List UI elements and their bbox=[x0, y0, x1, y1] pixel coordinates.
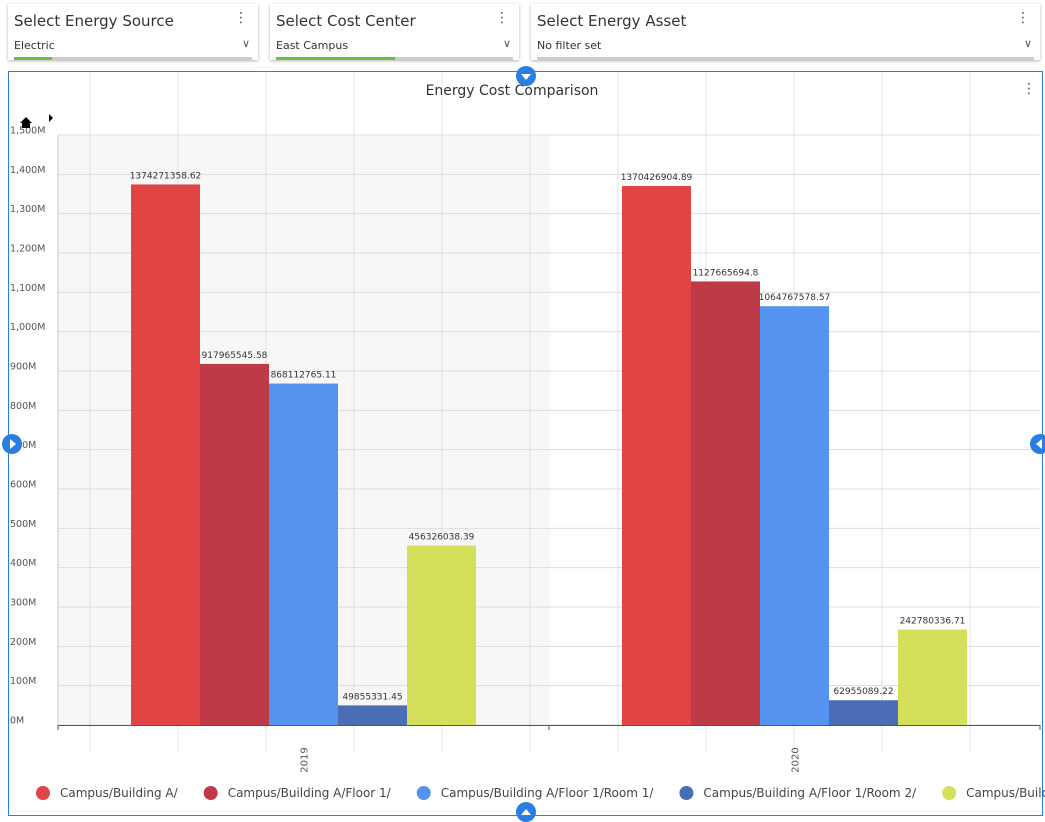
y-tick-label: 1,500M bbox=[10, 126, 45, 137]
legend-swatch bbox=[416, 786, 431, 800]
menu[interactable]: ⋮ bbox=[1016, 10, 1030, 26]
y-tick-label: 600M bbox=[10, 480, 36, 491]
y-tick-label: 1,200M bbox=[10, 244, 45, 255]
dropdown[interactable]: ∨ bbox=[241, 37, 250, 50]
bar bbox=[898, 629, 967, 725]
filter-title: Select Energy Asset bbox=[537, 12, 687, 30]
dropdown[interactable]: ∨ bbox=[502, 37, 511, 50]
bar bbox=[269, 383, 338, 725]
resize-handle[interactable] bbox=[516, 802, 536, 822]
data-label: 62955089.22 bbox=[833, 687, 893, 697]
filter-value: No filter set bbox=[537, 39, 602, 52]
resize-handle[interactable] bbox=[1030, 434, 1045, 454]
y-tick-label: 400M bbox=[10, 558, 36, 569]
legend-label: Campus/Building A/Floor 1/Room 2/ bbox=[703, 786, 917, 800]
data-label: 1370426904.89 bbox=[621, 173, 693, 183]
legend-swatch bbox=[36, 786, 50, 800]
y-tick-label: 1,100M bbox=[10, 283, 45, 294]
data-label: 49855331.45 bbox=[342, 692, 402, 702]
legend-label: Campus/Building A/Floor 3/ bbox=[966, 786, 1045, 800]
progress bbox=[276, 57, 513, 60]
data-label: 1127665694.8 bbox=[693, 268, 759, 278]
menu[interactable]: ⋮ bbox=[234, 10, 248, 26]
data-label: 1064767578.57 bbox=[759, 293, 831, 303]
data-label: 917965545.58 bbox=[202, 351, 268, 361]
filter-card[interactable]: Select Energy Source ⋮ Electric ∨ bbox=[8, 4, 258, 60]
progress bbox=[14, 57, 252, 60]
bar bbox=[760, 306, 829, 725]
progress bbox=[537, 57, 1034, 60]
bar bbox=[131, 184, 200, 726]
bar bbox=[407, 545, 476, 725]
bar bbox=[622, 185, 691, 725]
legend-label: Campus/Building A/Floor 1/ bbox=[228, 786, 392, 800]
bar bbox=[829, 700, 898, 725]
y-tick-label: 1,000M bbox=[10, 322, 45, 333]
home-icon[interactable] bbox=[20, 117, 32, 128]
filter-card[interactable]: Select Cost Center ⋮ East Campus ∨ bbox=[270, 4, 519, 60]
y-tick-label: 1,400M bbox=[10, 165, 45, 176]
bar bbox=[338, 705, 407, 725]
y-tick-label: 1,300M bbox=[10, 204, 45, 215]
chart-title: Energy Cost Comparison bbox=[426, 83, 599, 99]
filter-title: Select Cost Center bbox=[276, 12, 416, 30]
y-tick-label: 800M bbox=[10, 401, 36, 412]
y-tick-label: 300M bbox=[10, 598, 36, 609]
resize-handle[interactable] bbox=[516, 66, 536, 86]
menu[interactable]: ⋮ bbox=[1022, 81, 1036, 97]
y-tick-label: 0M bbox=[10, 716, 24, 727]
filter-value: East Campus bbox=[276, 39, 349, 52]
filter-title: Select Energy Source bbox=[14, 12, 174, 30]
y-tick-label: 100M bbox=[10, 676, 36, 687]
bar bbox=[200, 363, 269, 725]
legend-label: Campus/Building A/ bbox=[60, 786, 179, 800]
x-tick-label: 2020 bbox=[791, 747, 802, 772]
legend-swatch bbox=[942, 786, 957, 800]
legend-label: Campus/Building A/Floor 1/Room 1/ bbox=[441, 786, 655, 800]
filter-value: Electric bbox=[14, 39, 55, 52]
y-tick-label: 500M bbox=[10, 519, 36, 530]
legend-swatch bbox=[203, 786, 218, 800]
data-label: 1374271358.62 bbox=[130, 171, 202, 181]
legend-swatch bbox=[679, 786, 694, 800]
y-tick-label: 700M bbox=[10, 440, 36, 451]
y-tick-label: 200M bbox=[10, 637, 36, 648]
resize-handle[interactable] bbox=[2, 434, 22, 454]
data-label: 242780336.71 bbox=[900, 617, 966, 627]
breadcrumb-arrow[interactable] bbox=[49, 114, 53, 122]
bar bbox=[691, 281, 760, 725]
y-tick-label: 900M bbox=[10, 362, 36, 373]
filter-card[interactable]: Select Energy Asset ⋮ No filter set ∨ bbox=[531, 4, 1040, 60]
x-tick-label: 2019 bbox=[300, 747, 311, 772]
menu[interactable]: ⋮ bbox=[495, 10, 509, 26]
dropdown[interactable]: ∨ bbox=[1023, 37, 1032, 50]
data-label: 868112765.11 bbox=[271, 371, 337, 381]
data-label: 456326038.39 bbox=[409, 533, 475, 543]
